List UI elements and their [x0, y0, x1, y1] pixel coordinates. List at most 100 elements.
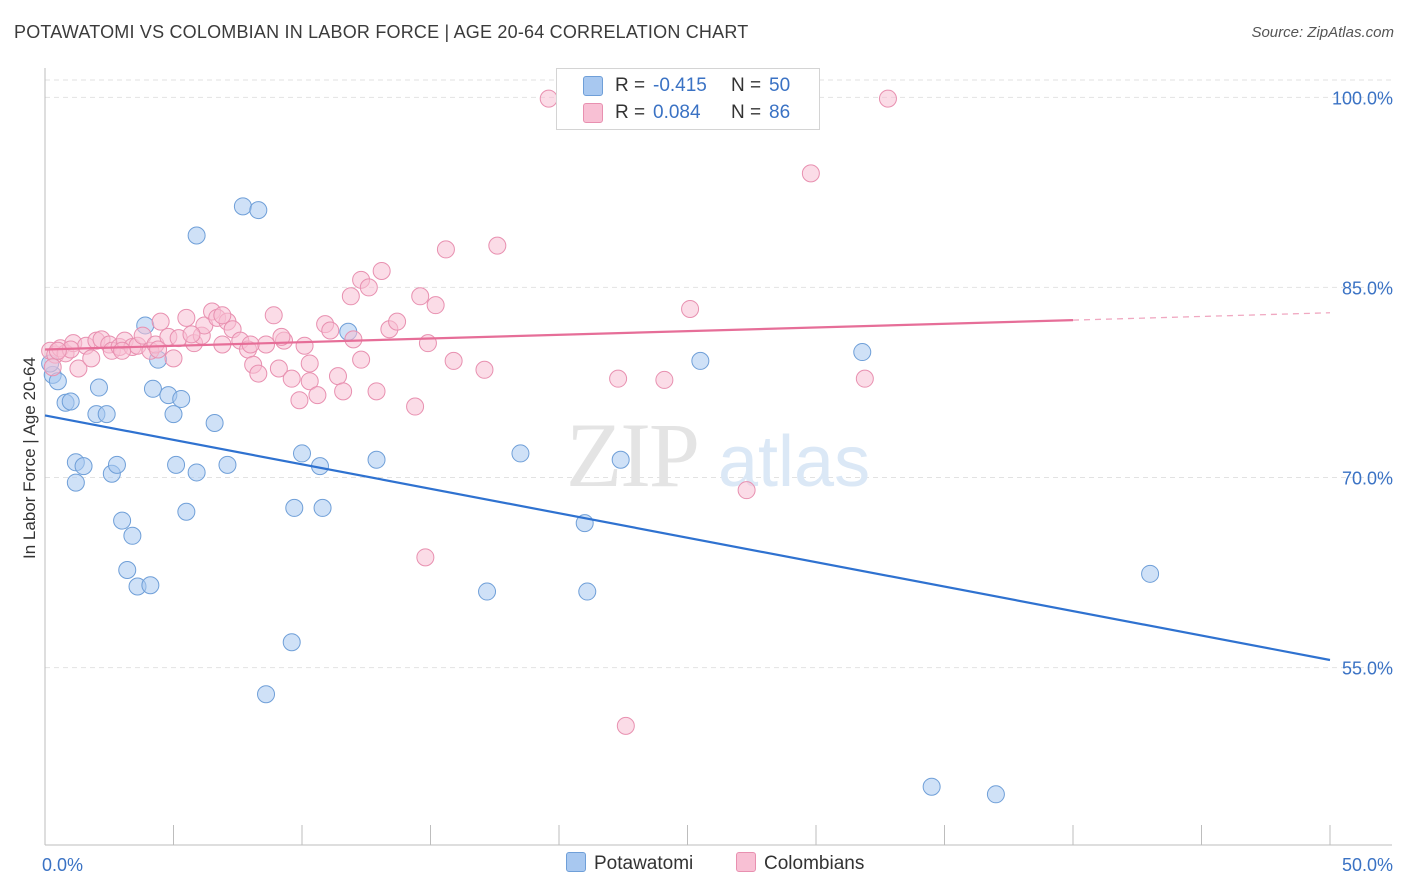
point-potawatomi	[97, 405, 116, 424]
point-colombians	[344, 330, 363, 349]
point-potawatomi	[66, 473, 85, 492]
point-colombians	[359, 278, 378, 297]
point-colombians	[300, 372, 319, 391]
stats-r-label: R =	[615, 75, 646, 96]
trend-lines	[44, 312, 1331, 662]
point-potawatomi	[89, 378, 108, 397]
stats-n-label: N =	[731, 102, 762, 123]
stats-n-label: N =	[731, 75, 762, 96]
point-potawatomi	[143, 379, 162, 398]
point-potawatomi	[285, 498, 304, 517]
y-tick-label: 100.0%	[1332, 88, 1393, 108]
point-colombians	[328, 367, 347, 386]
point-potawatomi	[986, 785, 1005, 804]
point-potawatomi	[118, 561, 137, 580]
point-potawatomi	[511, 444, 530, 463]
point-colombians	[113, 341, 132, 360]
point-potawatomi	[853, 343, 872, 362]
point-potawatomi	[611, 450, 630, 469]
point-potawatomi	[249, 201, 268, 220]
point-colombians	[352, 350, 371, 369]
legend-swatch-colombians	[736, 852, 756, 872]
stats-n-value: 86	[769, 102, 791, 123]
point-colombians	[388, 312, 407, 331]
point-potawatomi	[1141, 564, 1160, 583]
point-colombians	[855, 369, 874, 388]
point-potawatomi	[922, 777, 941, 796]
point-colombians	[182, 325, 201, 344]
point-potawatomi	[141, 576, 160, 595]
axes	[44, 68, 1392, 846]
x-tick-label: 50.0%	[1342, 855, 1393, 875]
point-potawatomi	[123, 526, 142, 545]
point-potawatomi	[177, 502, 196, 521]
point-colombians	[308, 386, 327, 405]
point-colombians	[367, 382, 386, 401]
stats-box: R = -0.415 N = 50 R = 0.084 N = 86	[556, 68, 820, 130]
point-potawatomi	[167, 455, 186, 474]
point-potawatomi	[293, 444, 311, 463]
point-potawatomi	[205, 414, 224, 433]
point-colombians	[300, 354, 319, 373]
point-potawatomi	[172, 389, 191, 408]
gridlines	[45, 79, 1392, 669]
point-potawatomi	[164, 405, 183, 424]
legend-item-potawatomi[interactable]: Potawatomi	[566, 852, 693, 876]
point-colombians	[334, 382, 353, 401]
point-colombians	[416, 548, 435, 567]
source-credit: Source: ZipAtlas.com	[1251, 24, 1394, 41]
point-colombians	[878, 89, 897, 108]
point-colombians	[272, 327, 291, 346]
point-colombians	[801, 164, 820, 183]
point-colombians	[372, 261, 391, 280]
y-tick-label: 70.0%	[1342, 469, 1393, 489]
legend-label-potawatomi: Potawatomi	[594, 853, 694, 874]
point-colombians	[295, 336, 314, 355]
point-colombians	[177, 308, 196, 327]
point-potawatomi	[187, 226, 206, 245]
point-potawatomi	[257, 685, 276, 704]
point-colombians	[249, 364, 268, 383]
point-colombians	[444, 351, 463, 370]
point-potawatomi	[187, 463, 206, 482]
point-colombians	[69, 359, 88, 378]
chart-title: POTAWATOMI VS COLOMBIAN IN LABOR FORCE |…	[14, 22, 749, 42]
legend-item-colombians[interactable]: Colombians	[736, 852, 864, 876]
point-potawatomi	[578, 582, 597, 601]
stats-r-value: 0.084	[653, 102, 701, 123]
point-colombians	[609, 369, 628, 388]
y-tick-label: 55.0%	[1342, 659, 1393, 679]
stats-swatch-colombians	[583, 103, 603, 123]
point-colombians	[133, 326, 152, 345]
point-colombians	[488, 236, 507, 255]
trend-line-potawatomi	[44, 414, 1331, 662]
point-colombians	[164, 349, 183, 368]
point-colombians	[436, 240, 455, 259]
point-colombians	[426, 296, 445, 315]
point-potawatomi	[691, 351, 710, 370]
watermark: ZIP atlas	[566, 404, 870, 506]
point-colombians	[341, 287, 360, 306]
point-potawatomi	[61, 392, 80, 411]
data-points	[41, 89, 1160, 804]
point-potawatomi	[233, 197, 252, 216]
x-tick-label: 0.0%	[42, 855, 83, 875]
point-colombians	[82, 349, 101, 368]
point-colombians	[264, 306, 283, 325]
point-colombians	[539, 89, 558, 108]
legend-swatch-potawatomi	[566, 852, 586, 872]
point-potawatomi	[313, 498, 332, 517]
point-potawatomi	[282, 633, 301, 652]
point-colombians	[282, 369, 301, 388]
point-potawatomi	[478, 582, 497, 601]
watermark-zip: ZIP	[566, 404, 698, 506]
point-colombians	[418, 334, 437, 353]
point-colombians	[48, 341, 67, 360]
stats-n-value: 50	[769, 75, 791, 96]
point-potawatomi	[218, 455, 237, 474]
stats-r-value: -0.415	[653, 75, 707, 96]
trend-line-extension-colombians	[1072, 312, 1331, 321]
point-colombians	[737, 481, 756, 500]
point-colombians	[213, 306, 232, 325]
point-colombians	[149, 340, 168, 359]
